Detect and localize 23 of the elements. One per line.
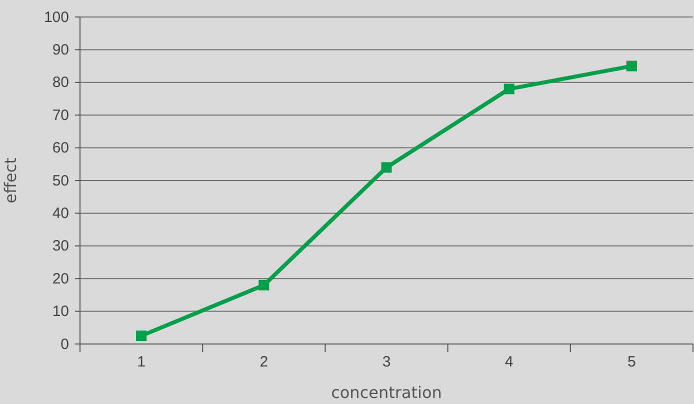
point [381,162,392,173]
y-tick-label: 90 [52,42,69,58]
y-tick-label: 10 [52,303,69,320]
x-tick-label: 4 [504,354,514,371]
y-tick-label: 100 [44,8,69,26]
x-tick-label: 2 [260,354,268,371]
y-tick-label: 0 [60,336,69,353]
x-axis-title: concentration [331,383,442,402]
point [136,330,147,342]
y-tick-label: 60 [52,140,69,157]
x-tick-label: 1 [137,354,146,371]
y-tick-label: 30 [52,238,69,255]
y-tick-label: 70 [52,106,69,124]
x-tick-label: 3 [382,354,391,371]
y-tick-label: 80 [52,74,69,92]
y-tick-label: 20 [52,270,69,288]
y-axis-title: effect [1,158,20,204]
point [258,280,270,290]
y-tick-label: 40 [52,205,69,222]
point [626,60,637,72]
point [504,84,514,94]
y-tick-label: 50 [52,172,69,190]
x-tick-label: 5 [628,354,636,371]
